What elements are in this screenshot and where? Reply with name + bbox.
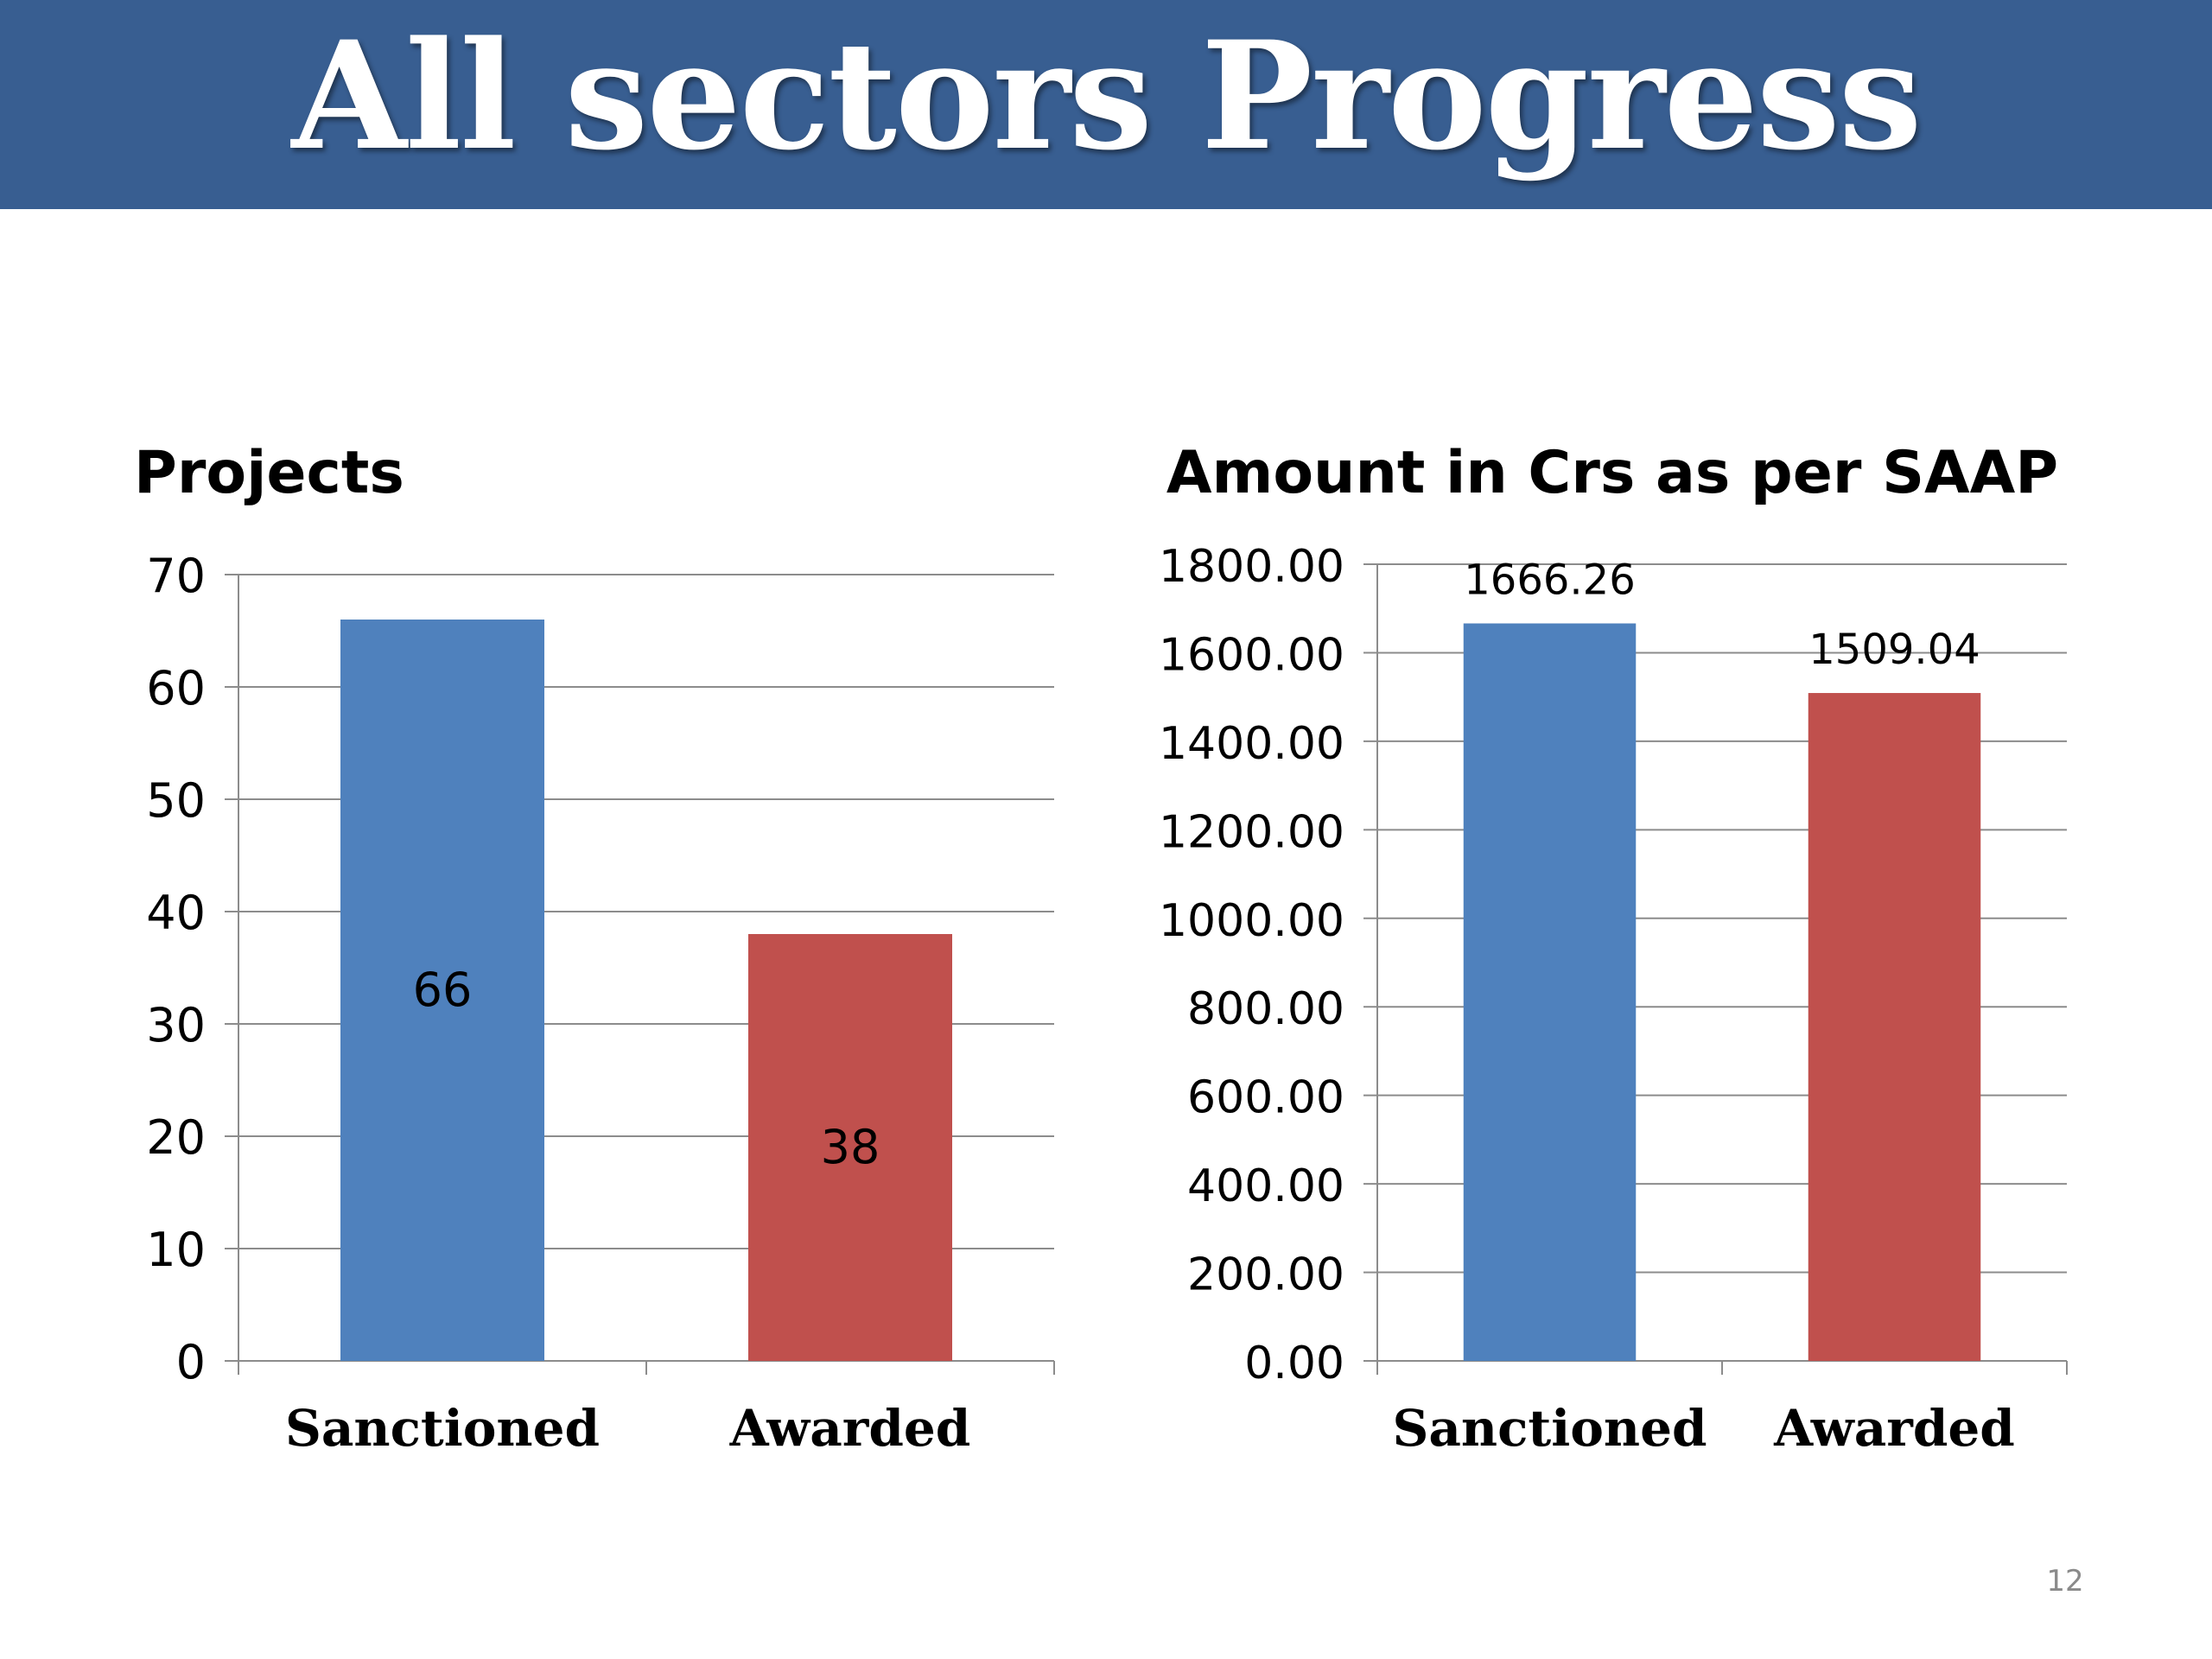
data-label: 38 [821, 1120, 880, 1174]
title-banner: All sectors Progress [0, 0, 2212, 209]
bar-awarded [748, 934, 952, 1361]
bar-sanctioned [340, 620, 544, 1361]
bar-sanctioned [1463, 623, 1637, 1361]
projects-chart: Projects 0 10 20 30 40 50 60 70 66 Sanctioned 38 Awa… [134, 439, 1055, 1458]
y-tick-label: 20 [146, 1110, 206, 1165]
y-tick-label: 400.00 [1187, 1160, 1344, 1212]
y-tick-label: 50 [146, 773, 206, 828]
y-tick-label: 0 [176, 1335, 206, 1389]
chart-title: Amount in Crs as per SAAP [1166, 439, 2058, 507]
data-label: 66 [413, 963, 473, 1017]
y-tick-label: 60 [146, 661, 206, 715]
page-number: 12 [2046, 1564, 2084, 1599]
y-tick-label: 10 [146, 1223, 206, 1277]
chart-title: Projects [134, 439, 404, 507]
y-tick-label: 40 [146, 886, 206, 940]
y-tick-label: 1600.00 [1159, 629, 1344, 681]
amount-chart: Amount in Crs as per SAAP 0.00 200.00 400.0… [1159, 439, 2068, 1458]
y-tick-label: 1400.00 [1159, 718, 1344, 770]
bar-awarded [1808, 693, 1981, 1361]
y-tick-label: 70 [146, 549, 206, 603]
x-category-label: Awarded [729, 1399, 971, 1458]
data-label: 1666.26 [1464, 556, 1636, 605]
y-tick-label: 1800.00 [1159, 541, 1344, 593]
x-category-label: Sanctioned [1392, 1399, 1707, 1458]
y-tick-label: 0.00 [1244, 1338, 1344, 1389]
y-tick-label: 200.00 [1187, 1249, 1344, 1301]
y-tick-label: 800.00 [1187, 983, 1344, 1035]
y-tick-label: 1000.00 [1159, 895, 1344, 947]
data-label: 1509.04 [1808, 626, 1980, 674]
y-tick-label: 600.00 [1187, 1072, 1344, 1124]
x-category-label: Sanctioned [285, 1399, 600, 1458]
x-category-label: Awarded [1773, 1399, 2015, 1458]
slide-title: All sectors Progress [291, 7, 1922, 183]
y-tick-label: 30 [146, 998, 206, 1052]
y-tick-label: 1200.00 [1159, 806, 1344, 858]
